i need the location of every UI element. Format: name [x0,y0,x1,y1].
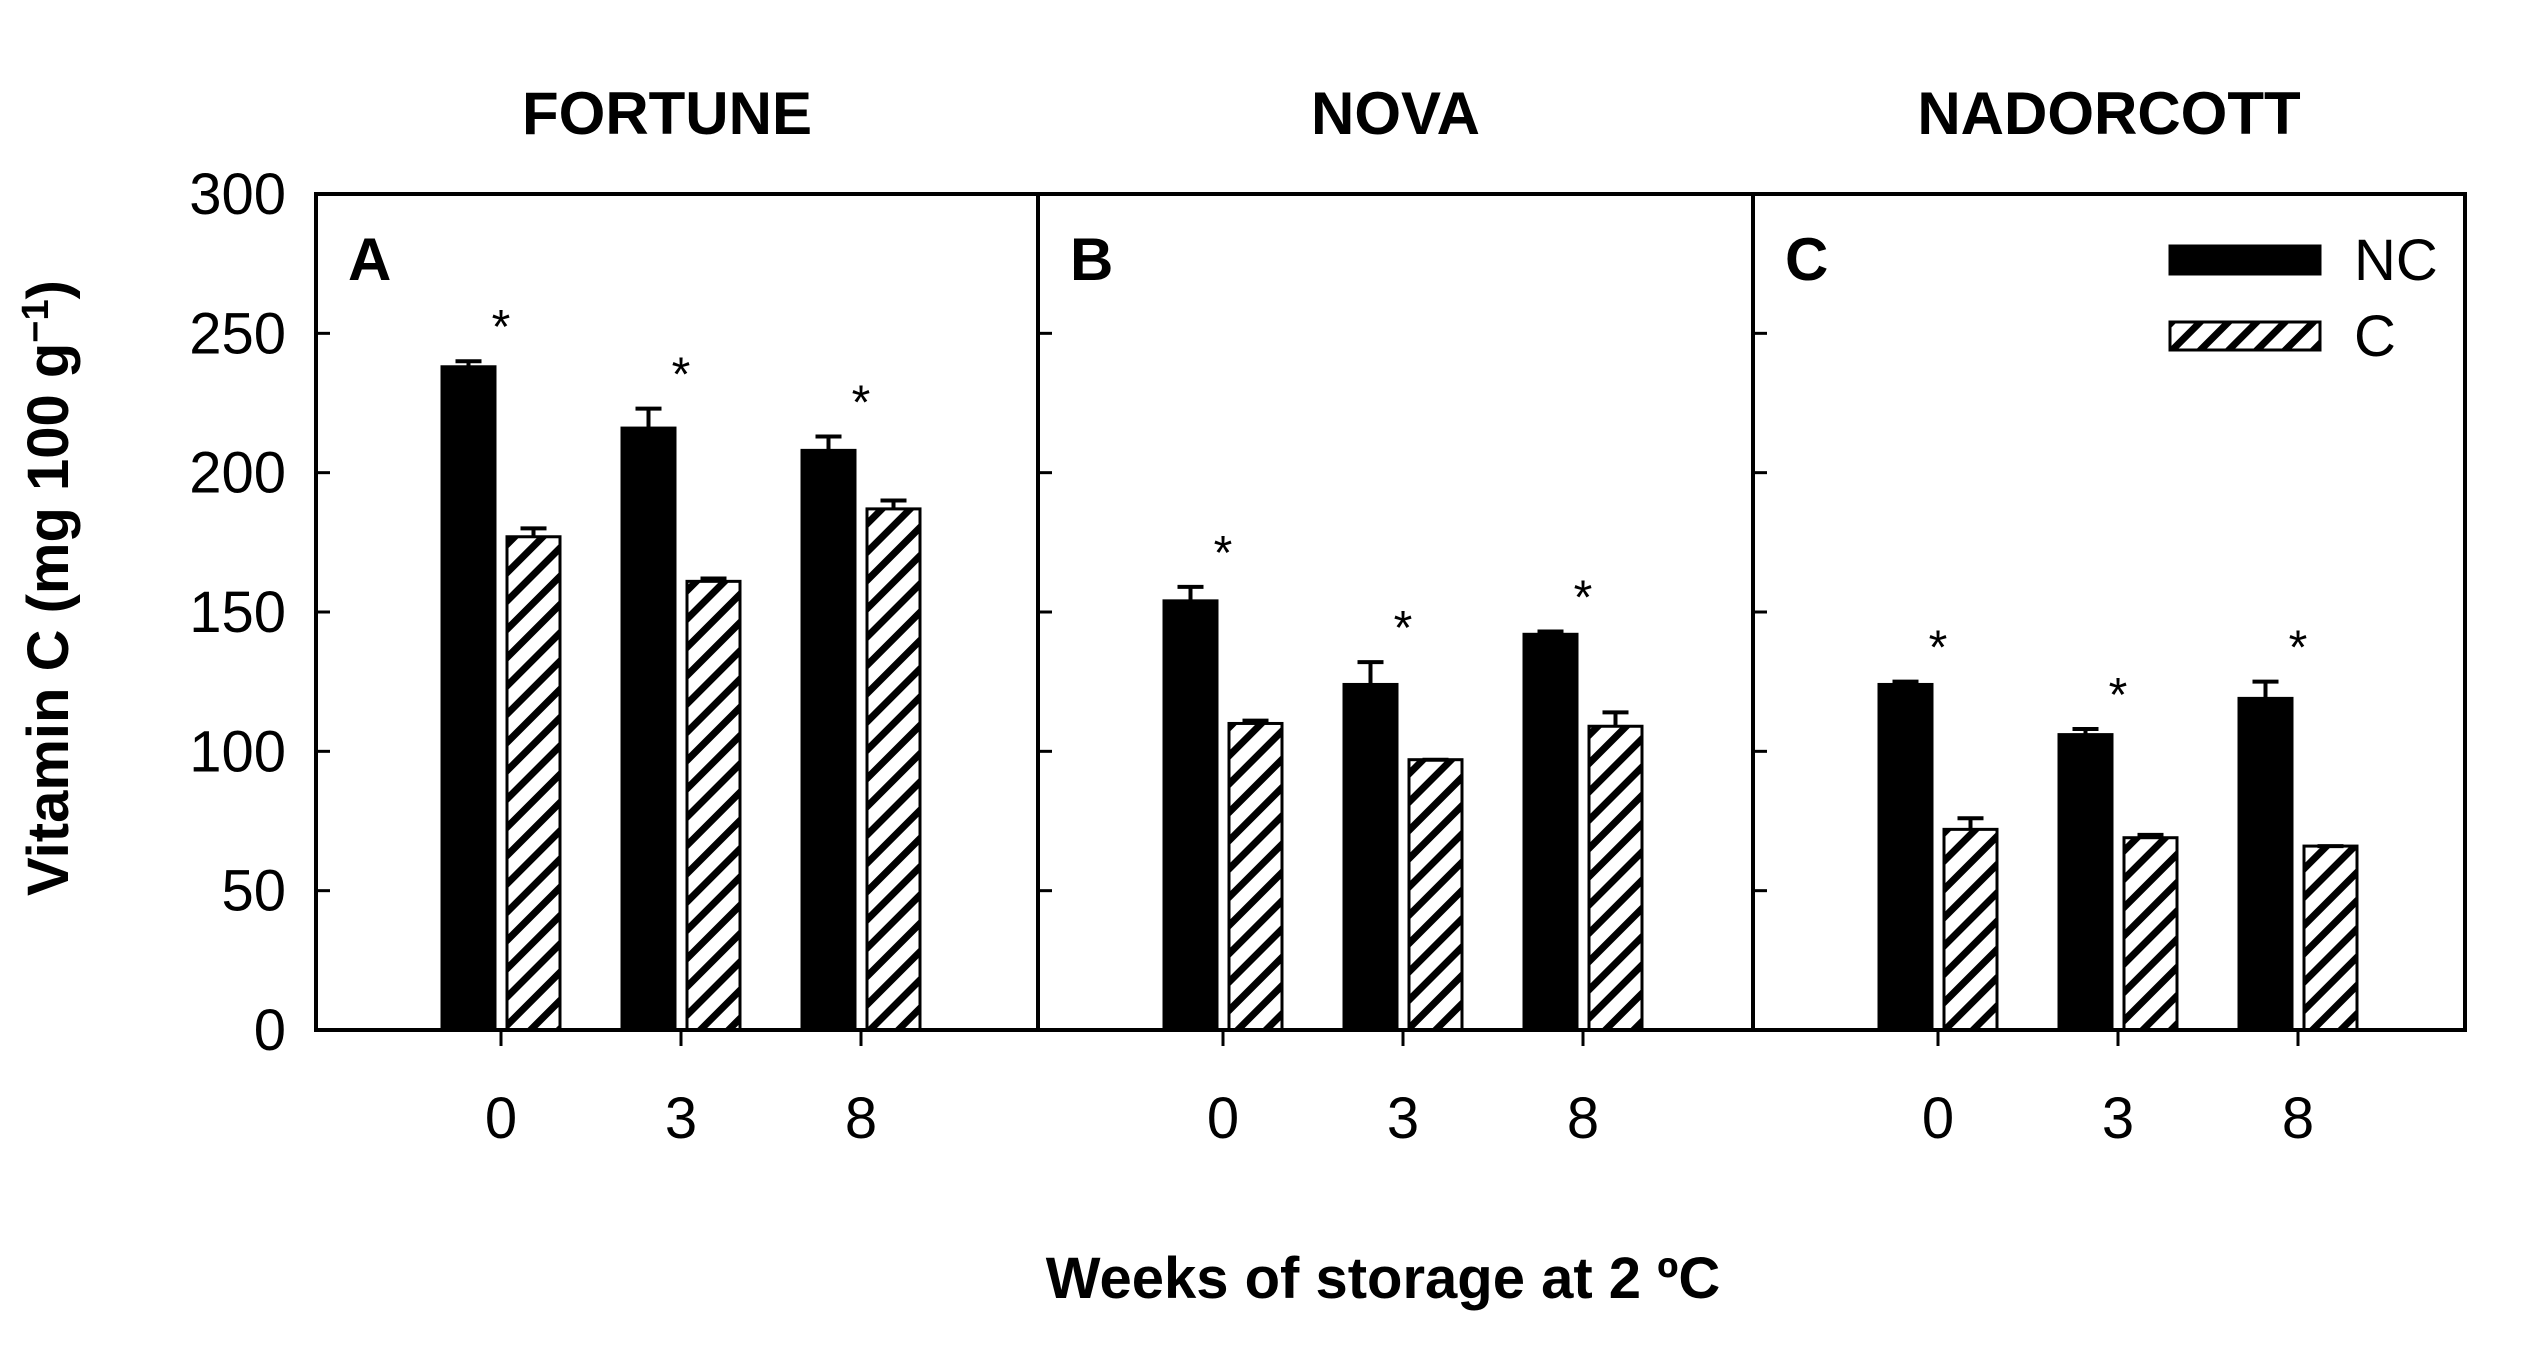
y-tick-label: 100 [189,719,286,784]
x-tick-label: 8 [1567,1086,1599,1151]
legend-label: C [2354,304,2396,369]
x-tick-label: 0 [1207,1086,1239,1151]
panel-nova: NOVA B * 0 * 3 * 8 [1036,80,1755,1151]
y-tick-label: 200 [189,441,286,506]
bar-nc [440,365,497,1032]
bar-nc [800,448,857,1032]
y-axis-title: Vitamin C (mg 100 g−1) [15,280,81,896]
panel-title: FORTUNE [522,80,812,147]
bar-c [505,535,562,1032]
bar-c [1942,827,1999,1032]
panel-title: NOVA [1311,80,1480,147]
significance-star: * [1574,572,1593,625]
panel-nadorcott: NADORCOTT C * 0 * 3 * 8 [1751,80,2467,1151]
significance-star: * [1214,527,1233,580]
bar-c [865,507,922,1032]
bar-nc [1342,682,1399,1032]
bar-nc [1877,682,1934,1032]
bar-c [685,579,742,1032]
panel-letter: B [1070,226,1113,293]
x-tick-label: 3 [665,1086,697,1151]
y-axis-title-close: ) [16,280,81,299]
significance-star: * [852,376,871,429]
y-tick-label: 50 [221,859,286,924]
legend-label: NC [2354,228,2438,293]
y-tick-label: 150 [189,580,286,645]
significance-star: * [2109,669,2128,722]
bar-nc [2057,733,2114,1032]
legend-item-c: C [2168,304,2396,369]
significance-star: * [1394,602,1413,655]
bar-nc [1162,599,1219,1032]
bar-c [1227,721,1284,1032]
panel-letter: C [1785,226,1828,293]
y-tick-label: 0 [254,998,286,1063]
y-axis-title-superscript: −1 [15,299,57,342]
x-tick-label: 3 [2102,1086,2134,1151]
panel-fortune: FORTUNE A 0 50 100 150 200 250 300 * 0 * 3 * 8 [189,80,1040,1151]
legend-swatch [2168,320,2322,352]
x-tick-label: 3 [1387,1086,1419,1151]
legend-swatch [2168,244,2322,276]
x-tick-label: 8 [845,1086,877,1151]
significance-star: * [1929,622,1948,675]
y-tick-label: 250 [189,301,286,366]
y-tick-label: 300 [189,162,286,227]
bar-nc [2237,696,2294,1032]
bar-nc [620,426,677,1032]
significance-star: * [672,349,691,402]
x-tick-label: 0 [1922,1086,1954,1151]
x-tick-label: 0 [485,1086,517,1151]
bar-c [2122,836,2179,1032]
significance-star: * [492,301,511,354]
panel-frame [1751,192,2467,1032]
y-axis-title-main: Vitamin C (mg 100 g [16,343,81,896]
bar-c [2302,844,2359,1032]
panel-letter: A [348,226,391,293]
x-tick-label: 8 [2282,1086,2314,1151]
significance-star: * [2289,622,2308,675]
bar-nc [1522,632,1579,1032]
legend-item-nc: NC [2168,228,2438,293]
x-axis-title: Weeks of storage at 2 ºC [1046,1246,1720,1311]
legend: NC C [2168,228,2438,369]
panels: FORTUNE A 0 50 100 150 200 250 300 * 0 * 3 * 8 NOVA B * 0 *… [189,80,2467,1151]
panel-title: NADORCOTT [1917,80,2300,147]
bar-c [1407,758,1464,1032]
bar-c [1587,724,1644,1032]
panel-frame [314,192,1040,1032]
